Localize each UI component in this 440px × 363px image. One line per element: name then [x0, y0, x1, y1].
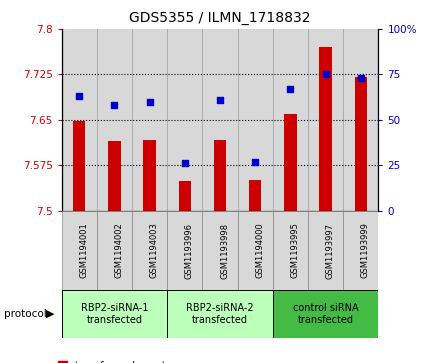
Bar — [97, 211, 132, 290]
Bar — [108, 141, 121, 211]
Bar — [62, 211, 97, 290]
Bar — [319, 47, 332, 211]
Bar — [62, 290, 167, 338]
Text: GSM1193995: GSM1193995 — [290, 223, 299, 278]
Point — [76, 93, 83, 99]
Bar — [62, 29, 97, 211]
Text: ▶: ▶ — [46, 309, 55, 319]
Bar — [238, 211, 273, 290]
Bar — [273, 211, 308, 290]
Text: GSM1194000: GSM1194000 — [255, 223, 264, 278]
Point — [357, 75, 364, 81]
Bar — [179, 182, 191, 211]
Text: protocol: protocol — [4, 309, 47, 319]
Text: RBP2-siRNA-1
transfected: RBP2-siRNA-1 transfected — [81, 303, 148, 325]
Point — [216, 97, 224, 103]
Text: GSM1193996: GSM1193996 — [185, 223, 194, 278]
Bar — [167, 211, 202, 290]
Point — [252, 159, 259, 164]
Bar — [343, 29, 378, 211]
Point — [322, 72, 329, 77]
Bar — [73, 121, 85, 211]
Text: GSM1194003: GSM1194003 — [150, 223, 158, 278]
Bar — [308, 29, 343, 211]
Bar — [97, 29, 132, 211]
Bar — [249, 180, 261, 211]
Bar — [273, 29, 308, 211]
Text: control siRNA
transfected: control siRNA transfected — [293, 303, 359, 325]
Bar — [132, 211, 167, 290]
Bar — [273, 290, 378, 338]
Bar — [167, 290, 273, 338]
Legend: transformed count, percentile rank within the sample: transformed count, percentile rank withi… — [58, 360, 240, 363]
Bar — [202, 211, 238, 290]
Bar — [202, 29, 238, 211]
Bar — [167, 29, 202, 211]
Text: GSM1193997: GSM1193997 — [326, 223, 334, 278]
Bar — [143, 140, 156, 211]
Text: GSM1194002: GSM1194002 — [114, 223, 123, 278]
Point — [111, 102, 118, 108]
Bar — [238, 29, 273, 211]
Bar — [132, 29, 167, 211]
Title: GDS5355 / ILMN_1718832: GDS5355 / ILMN_1718832 — [129, 11, 311, 25]
Point — [146, 99, 153, 105]
Text: RBP2-siRNA-2
transfected: RBP2-siRNA-2 transfected — [186, 303, 254, 325]
Bar — [308, 211, 343, 290]
Point — [287, 86, 294, 92]
Bar — [284, 114, 297, 211]
Text: GSM1193999: GSM1193999 — [361, 223, 370, 278]
Text: GSM1194001: GSM1194001 — [79, 223, 88, 278]
Bar — [343, 211, 378, 290]
Bar — [214, 140, 226, 211]
Text: GSM1193998: GSM1193998 — [220, 223, 229, 278]
Point — [181, 160, 188, 166]
Bar — [355, 77, 367, 211]
